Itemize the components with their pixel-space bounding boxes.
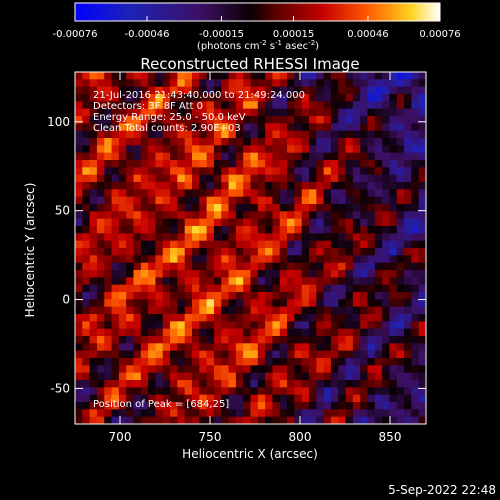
y-tick-label: 100 bbox=[47, 115, 70, 129]
annotation-energy-range: Energy Range: 25.0 - 50.0 keV bbox=[93, 112, 246, 123]
footer-timestamp: 5-Sep-2022 22:48 bbox=[388, 483, 496, 497]
chart-title: Reconstructed RHESSI Image bbox=[140, 55, 359, 73]
y-tick-label: -50 bbox=[50, 381, 70, 395]
colorbar-tick-label: -0.00076 bbox=[53, 29, 98, 40]
x-tick-label: 700 bbox=[109, 430, 132, 444]
unit-sup-1: -1 bbox=[275, 39, 282, 47]
peak-position-label: Position of Peak = [684,25] bbox=[93, 399, 229, 410]
annotation-detectors: Detectors: 3F 8F Att 0 bbox=[93, 101, 203, 112]
x-axis-label: Heliocentric X (arcsec) bbox=[182, 447, 318, 461]
x-tick-label: 800 bbox=[289, 430, 312, 444]
unit-part-0: (photons cm bbox=[197, 41, 260, 52]
unit-part-2: asec bbox=[282, 41, 308, 52]
annotation-clean-counts: Clean Total counts: 2.90E+03 bbox=[93, 123, 241, 134]
unit-sup-2: -2 bbox=[308, 39, 315, 47]
unit-part-1: s bbox=[267, 41, 275, 52]
colorbar-tick-label: 0.00076 bbox=[419, 29, 460, 40]
unit-part-3: ) bbox=[315, 41, 319, 52]
plot-frame bbox=[74, 71, 427, 425]
y-axis-label: Heliocentric Y (arcsec) bbox=[23, 183, 37, 318]
colorbar-unit-label: (photons cm-2 s-1 asec-2) bbox=[197, 39, 319, 52]
colorbar-tick-label: 0.00015 bbox=[273, 29, 314, 40]
annotation-time-range: 21-Jul-2016 21:43:40.000 to 21:49:24.000 bbox=[93, 90, 305, 101]
x-tick-label: 750 bbox=[199, 430, 222, 444]
colorbar bbox=[74, 2, 441, 22]
y-tick-label: 0 bbox=[62, 293, 70, 307]
axis-ticks: 700 750 800 850 -50 0 50 100 bbox=[47, 72, 426, 444]
unit-sup-0: -2 bbox=[260, 39, 267, 47]
colorbar-tick-label: -0.00015 bbox=[199, 29, 244, 40]
colorbar-tick-label: 0.00046 bbox=[347, 29, 388, 40]
colorbar-ticks: -0.00076 -0.00046 -0.00015 0.00015 0.00046 0.… bbox=[53, 16, 461, 40]
y-tick-label: 50 bbox=[55, 204, 70, 218]
heatmap-cells bbox=[75, 72, 427, 425]
colorbar-tick-label: -0.00046 bbox=[125, 29, 170, 40]
x-tick-label: 850 bbox=[379, 430, 402, 444]
